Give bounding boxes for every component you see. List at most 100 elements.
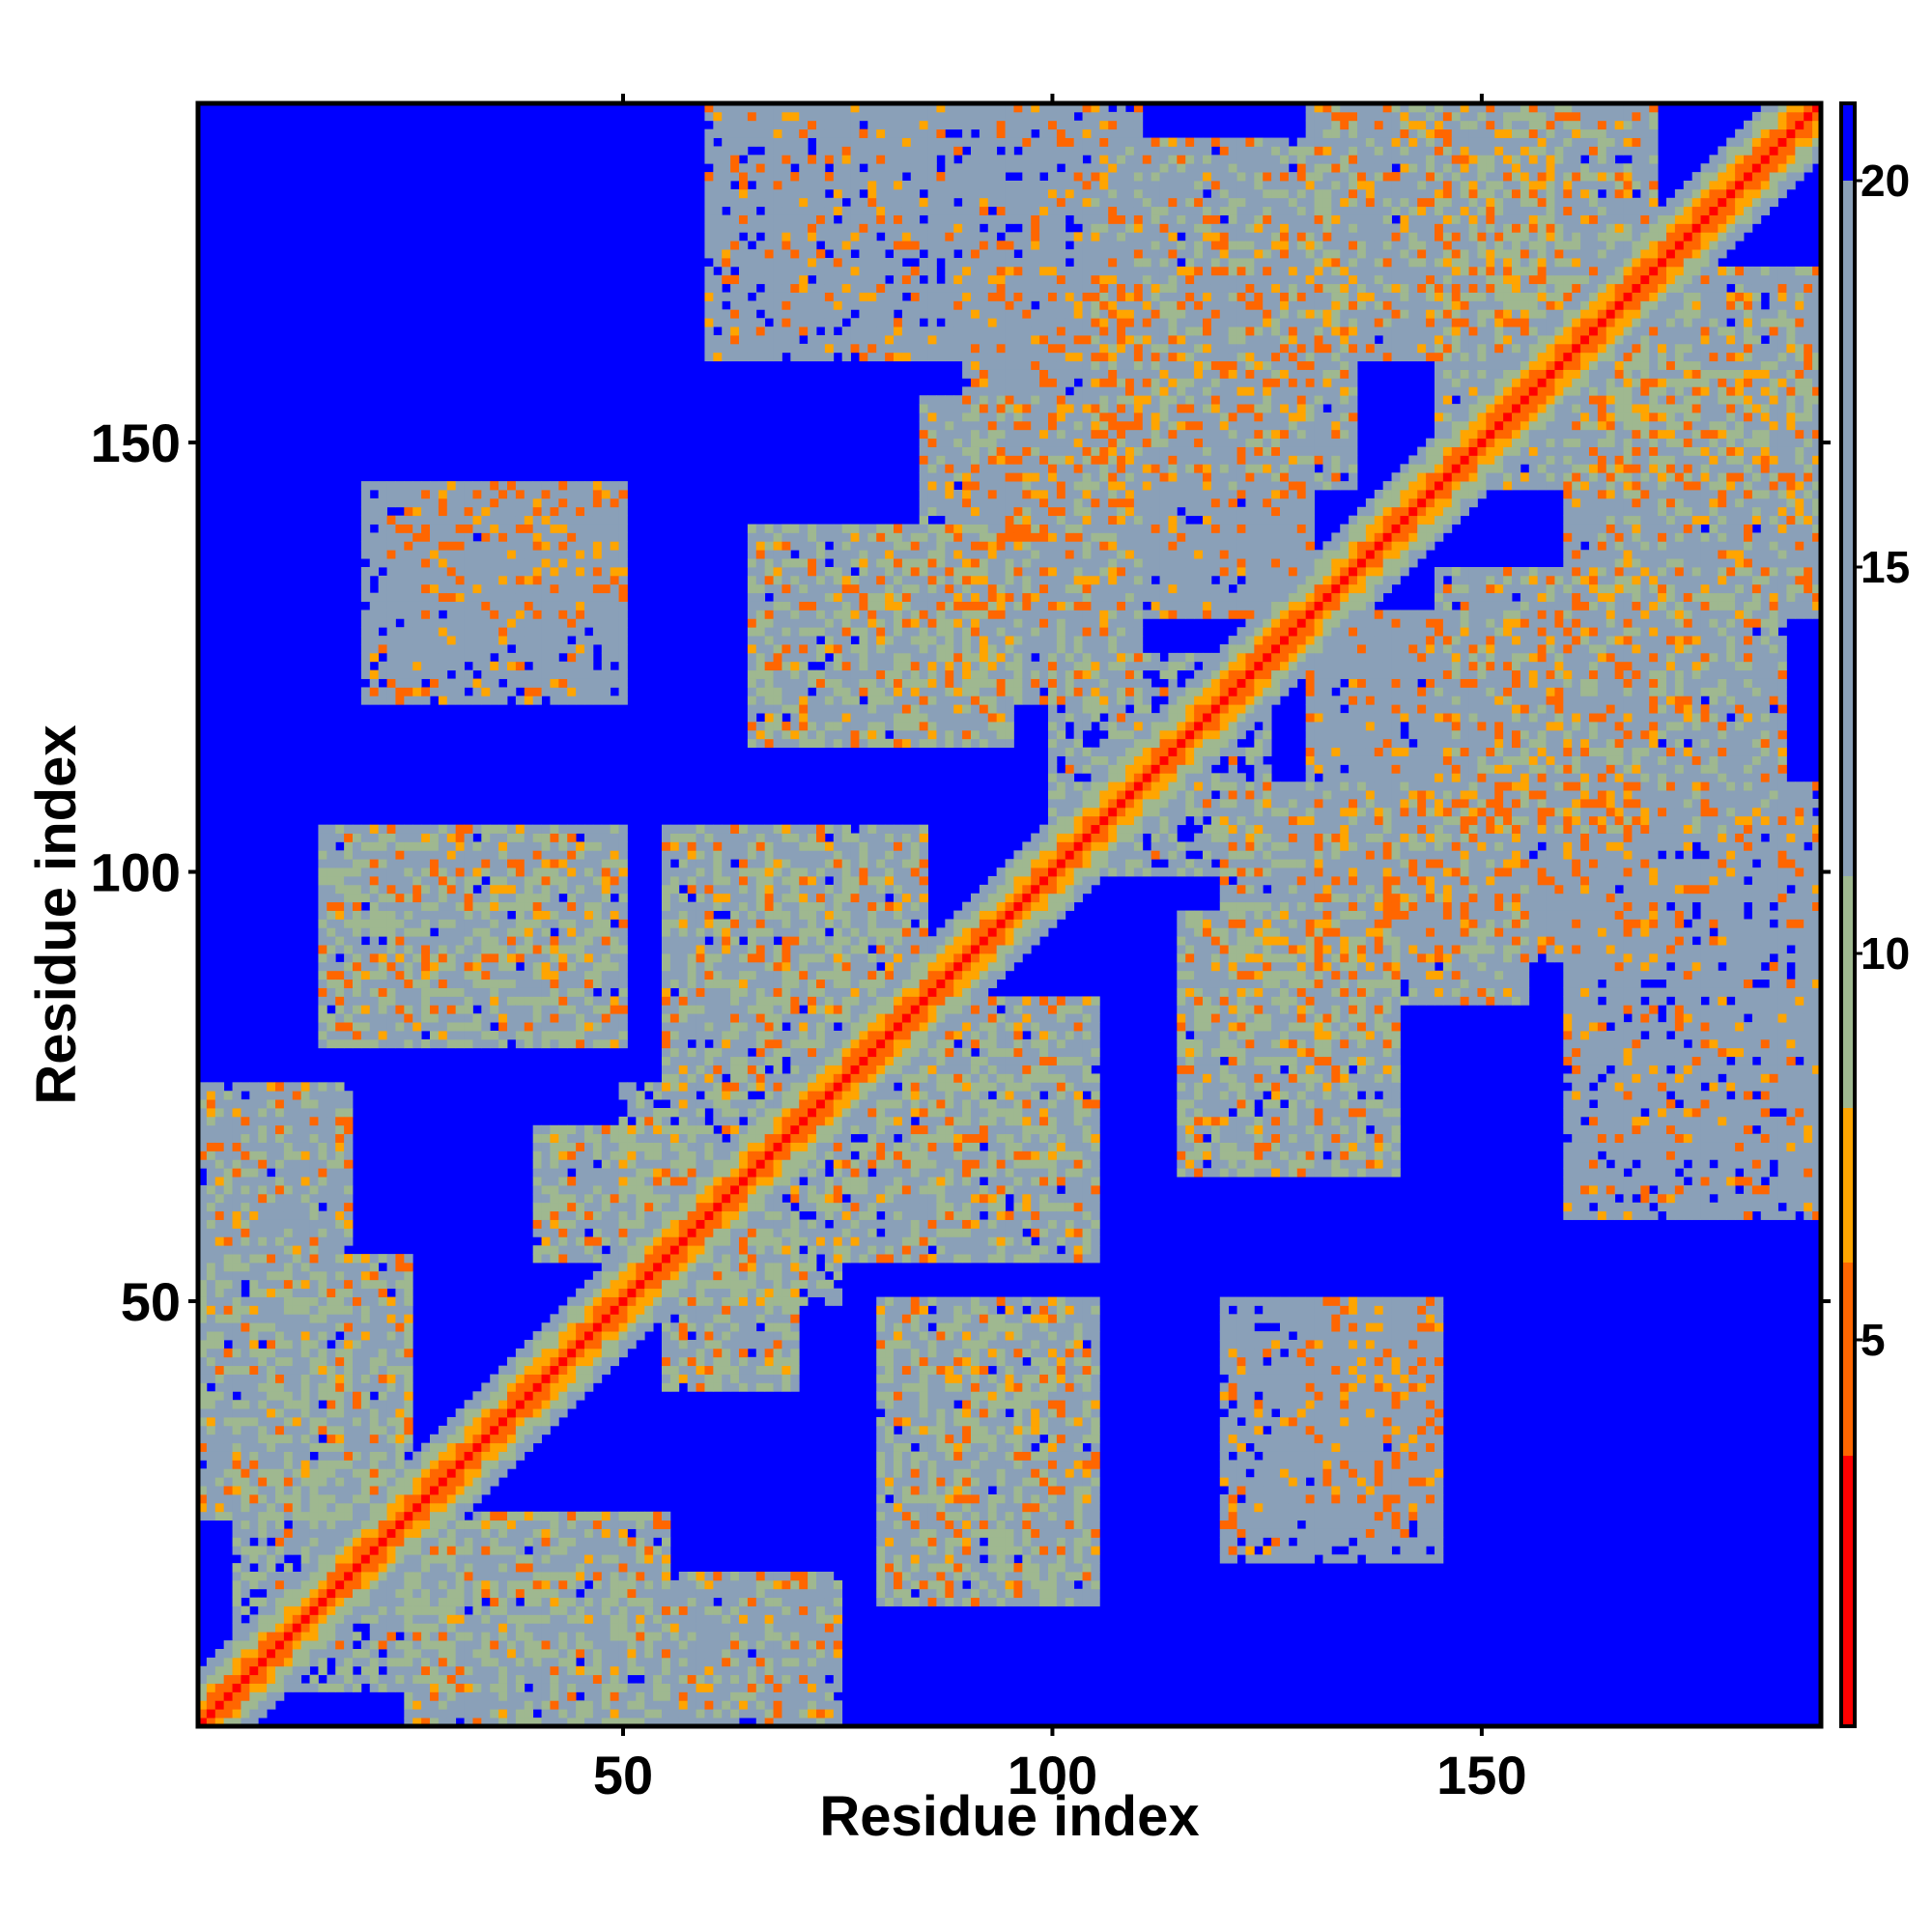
heatmap-cell bbox=[610, 1709, 619, 1719]
heatmap-cell bbox=[335, 1665, 345, 1676]
heatmap-cell bbox=[558, 1348, 568, 1358]
heatmap-cell bbox=[669, 1709, 680, 1719]
heatmap-cell bbox=[678, 1665, 689, 1676]
heatmap-cell bbox=[515, 1031, 526, 1040]
heatmap-cell bbox=[567, 901, 577, 911]
heatmap-cell bbox=[300, 1374, 310, 1383]
heatmap-cell bbox=[515, 996, 526, 1006]
heatmap-cell bbox=[576, 1632, 585, 1641]
heatmap-cell bbox=[515, 945, 526, 954]
heatmap-cell bbox=[532, 910, 542, 920]
heatmap-cell bbox=[386, 1022, 396, 1032]
heatmap-cell bbox=[446, 1494, 457, 1504]
heatmap-cell bbox=[618, 901, 628, 911]
heatmap-cell bbox=[541, 961, 551, 972]
heatmap-cell bbox=[309, 1348, 319, 1358]
heatmap-cell bbox=[678, 953, 689, 963]
heatmap-cell bbox=[507, 661, 517, 671]
heatmap-cell bbox=[576, 687, 585, 696]
heatmap-cell bbox=[567, 1177, 577, 1186]
heatmap-cell bbox=[558, 515, 568, 525]
heatmap-cell bbox=[335, 1597, 345, 1606]
heatmap-cell bbox=[318, 919, 327, 928]
heatmap-cell bbox=[258, 1228, 268, 1237]
heatmap-cell bbox=[395, 1022, 405, 1032]
heatmap-cell bbox=[490, 601, 499, 611]
heatmap-cell bbox=[386, 1554, 396, 1564]
heatmap-cell bbox=[353, 936, 362, 946]
heatmap-cell bbox=[627, 1700, 637, 1710]
heatmap-cell bbox=[309, 1460, 319, 1469]
heatmap-cell bbox=[507, 1434, 517, 1444]
heatmap-cell bbox=[584, 841, 594, 851]
heatmap-cell bbox=[541, 532, 551, 542]
heatmap-cell bbox=[515, 583, 526, 594]
heatmap-cell bbox=[360, 1546, 371, 1555]
heatmap-cell bbox=[601, 987, 611, 997]
heatmap-cell bbox=[636, 1314, 645, 1323]
heatmap-cell bbox=[438, 1572, 448, 1581]
heatmap-cell bbox=[241, 1219, 250, 1229]
heatmap-cell bbox=[438, 919, 448, 928]
heatmap-cell bbox=[558, 1031, 568, 1040]
heatmap-cell bbox=[335, 1228, 345, 1237]
heatmap-cell bbox=[584, 1632, 594, 1641]
heatmap-cell bbox=[610, 1632, 619, 1641]
heatmap-cell bbox=[618, 1579, 628, 1590]
heatmap-cell bbox=[353, 1460, 362, 1469]
heatmap-cell bbox=[309, 1108, 319, 1118]
heatmap-cell bbox=[344, 1486, 354, 1495]
heatmap-cell bbox=[515, 592, 526, 602]
heatmap-cell bbox=[360, 1391, 371, 1401]
heatmap-cell bbox=[327, 1537, 336, 1547]
heatmap-cell bbox=[395, 1331, 405, 1341]
heatmap-cell bbox=[412, 910, 422, 920]
heatmap-cell bbox=[669, 1674, 680, 1684]
heatmap-cell bbox=[636, 1236, 645, 1246]
heatmap-cell bbox=[704, 1228, 714, 1237]
heatmap-cell bbox=[369, 867, 380, 877]
heatmap-cell bbox=[386, 696, 396, 705]
heatmap-cell bbox=[404, 1520, 413, 1529]
heatmap-cell bbox=[576, 910, 585, 920]
heatmap-cell bbox=[283, 1528, 294, 1538]
heatmap-cell bbox=[421, 550, 431, 559]
heatmap-cell bbox=[386, 1279, 396, 1290]
heatmap-cell bbox=[532, 1400, 542, 1409]
heatmap-cell bbox=[421, 1511, 431, 1521]
heatmap-cell bbox=[318, 1546, 327, 1555]
heatmap-cell bbox=[592, 1279, 603, 1290]
heatmap-cell bbox=[292, 1245, 302, 1255]
heatmap-cell bbox=[353, 867, 362, 877]
heatmap-cell bbox=[618, 1022, 628, 1032]
heatmap-cell bbox=[232, 1640, 242, 1650]
heatmap-cell bbox=[524, 884, 534, 895]
heatmap-cell bbox=[532, 1210, 542, 1220]
heatmap-cell bbox=[558, 1022, 568, 1032]
heatmap-cell bbox=[275, 1382, 285, 1392]
heatmap-cell bbox=[472, 524, 482, 533]
heatmap-cell bbox=[455, 1657, 465, 1667]
heatmap-cell bbox=[327, 824, 336, 834]
heatmap-cell bbox=[249, 1254, 259, 1264]
heatmap-cell bbox=[464, 1537, 473, 1547]
heatmap-cell bbox=[309, 1674, 319, 1684]
heatmap-cell bbox=[214, 1133, 225, 1143]
heatmap-cell bbox=[662, 1056, 671, 1065]
heatmap-cell bbox=[678, 1657, 689, 1667]
heatmap-cell bbox=[446, 919, 457, 928]
heatmap-cell bbox=[507, 1417, 517, 1427]
heatmap-cell bbox=[592, 1151, 603, 1160]
heatmap-cell bbox=[669, 1022, 680, 1032]
heatmap-cell bbox=[576, 1159, 585, 1169]
heatmap-cell bbox=[558, 532, 568, 542]
heatmap-cell bbox=[378, 1460, 387, 1469]
heatmap-cell bbox=[704, 1236, 714, 1246]
heatmap-cell bbox=[704, 1193, 714, 1204]
heatmap-cell bbox=[541, 627, 551, 637]
heatmap-cell bbox=[421, 1572, 431, 1581]
heatmap-cell bbox=[541, 1374, 551, 1383]
heatmap-cell bbox=[532, 1124, 542, 1135]
heatmap-cell bbox=[584, 987, 594, 997]
heatmap-cell bbox=[704, 1572, 714, 1581]
